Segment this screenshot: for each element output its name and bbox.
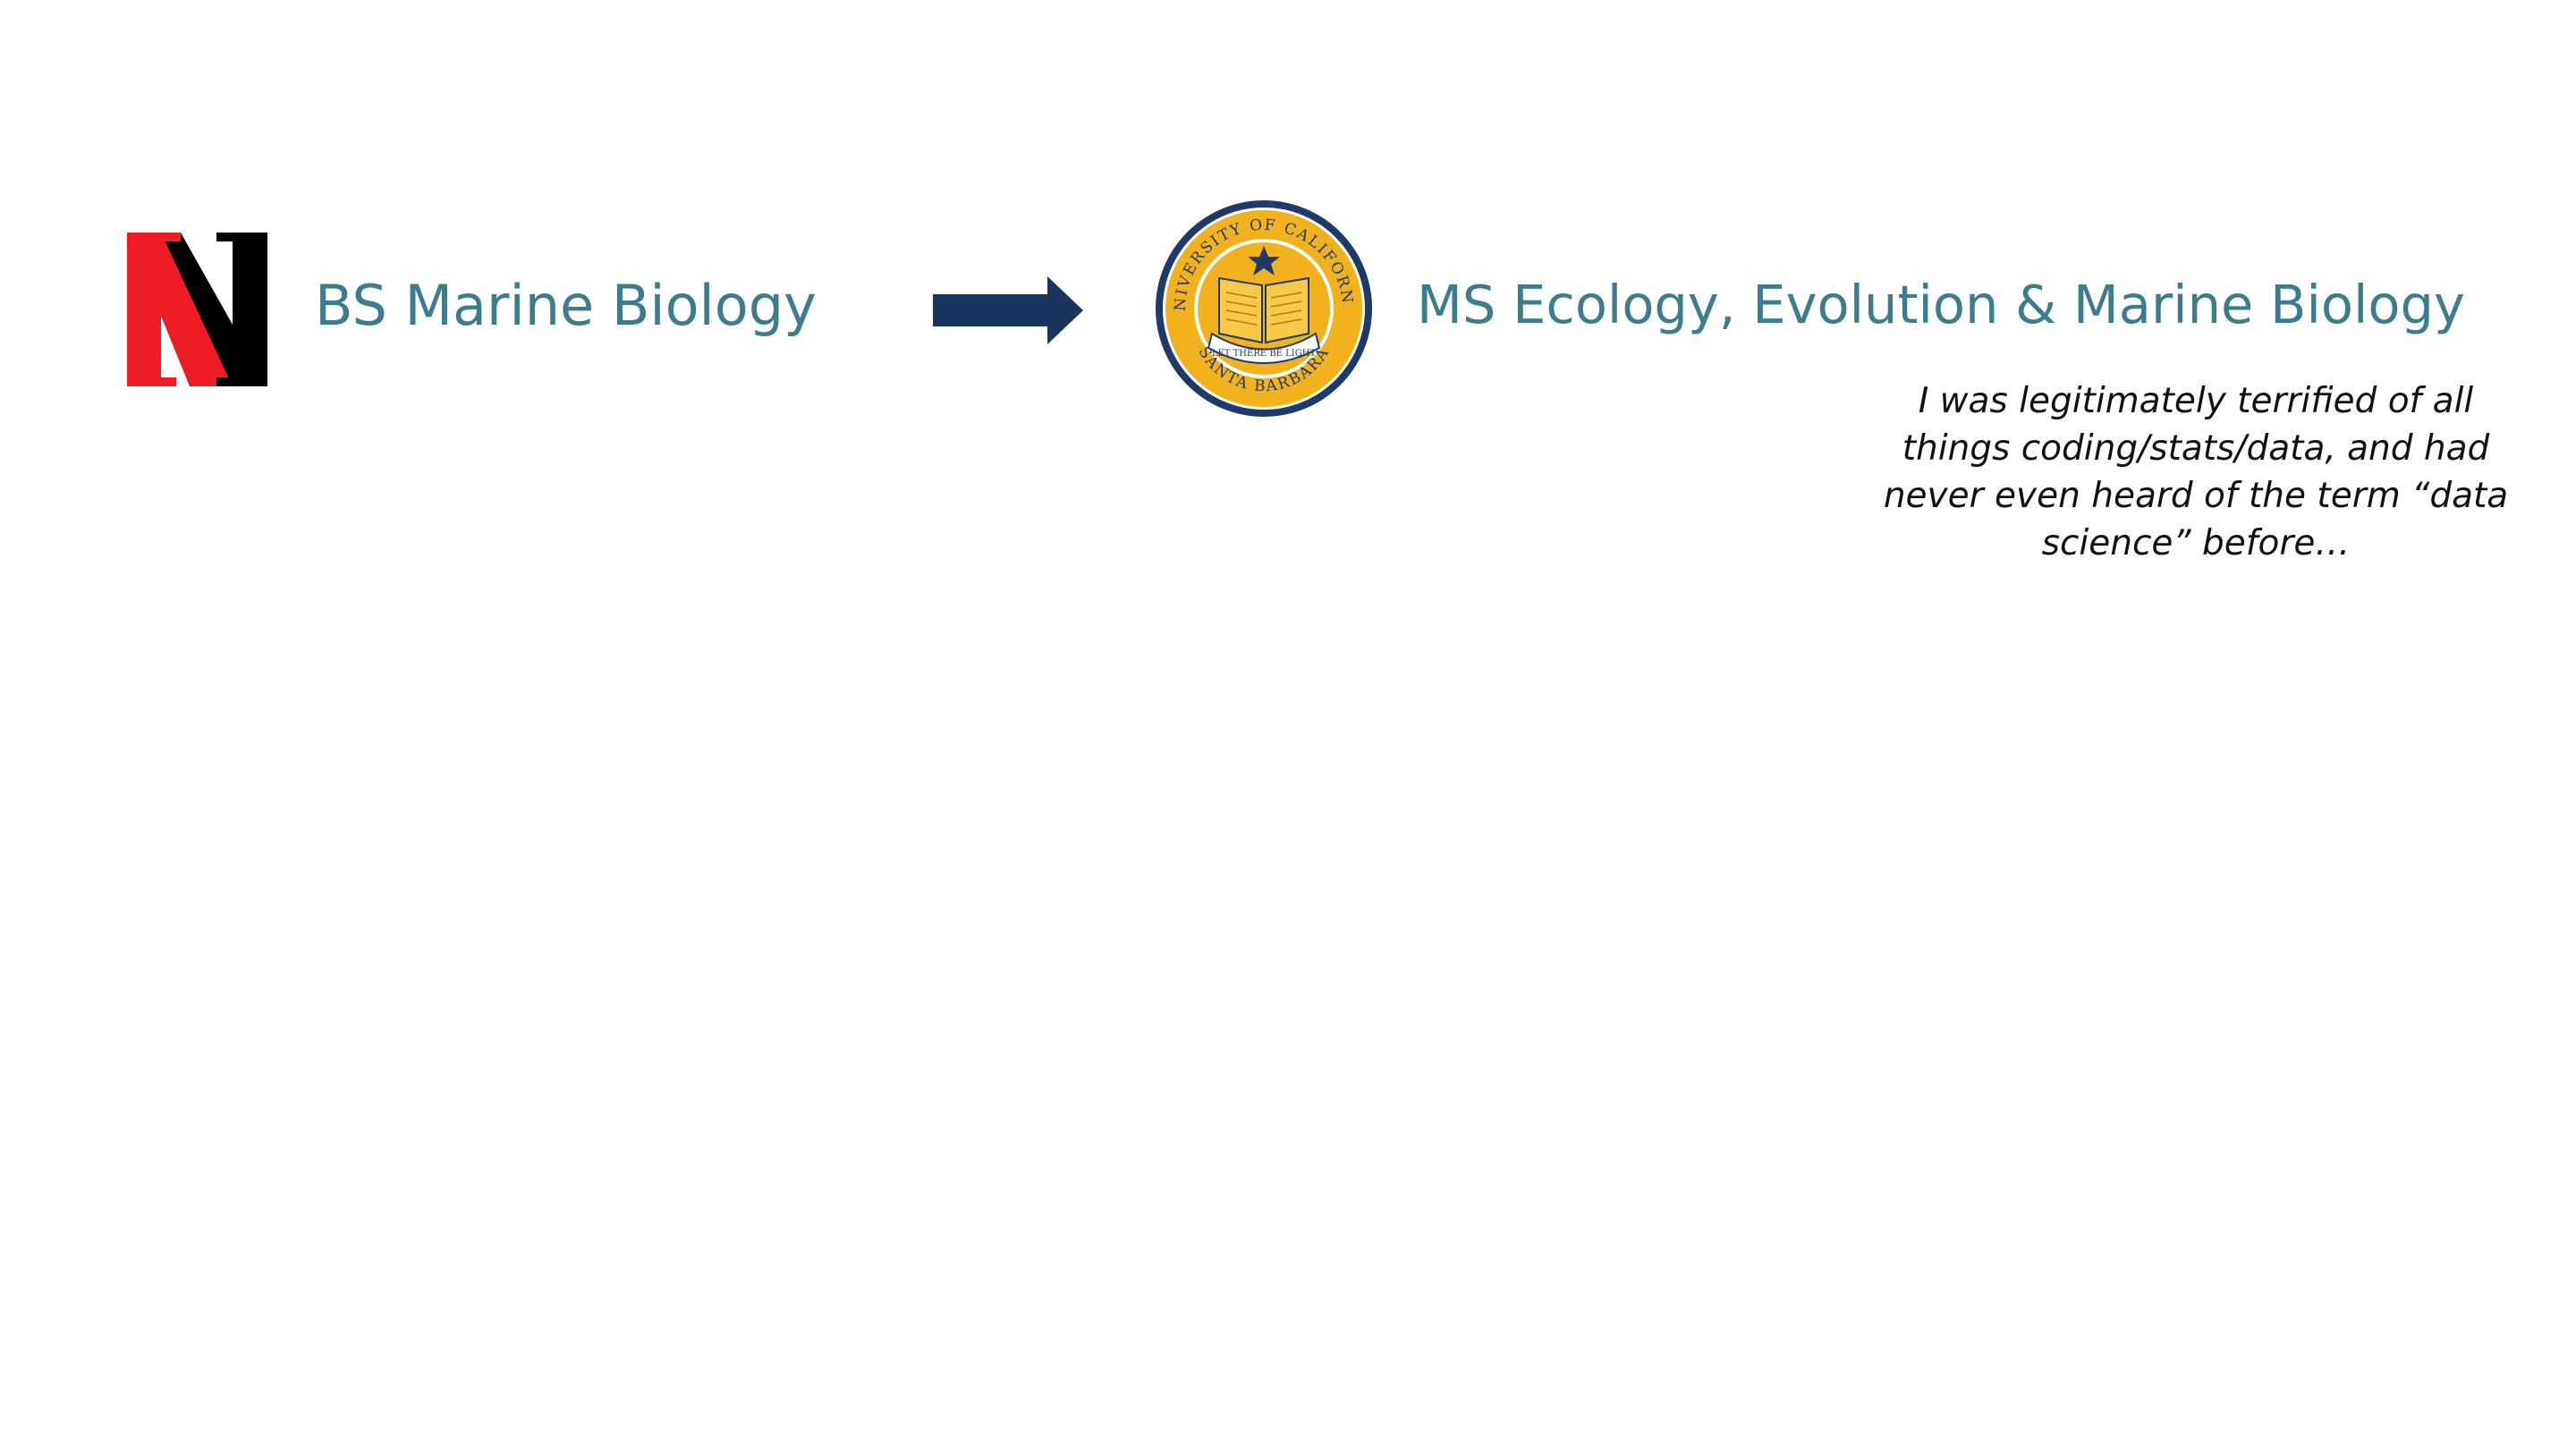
northeastern-n-logo <box>127 233 267 386</box>
bs-degree-label: BS Marine Biology <box>315 273 817 338</box>
ms-degree-label: MS Ecology, Evolution & Marine Biology <box>1417 274 2465 335</box>
svg-text:LET THERE BE LIGHT: LET THERE BE LIGHT <box>1212 349 1317 359</box>
quote-text: I was legitimately terrified of all thin… <box>1883 381 2509 563</box>
right-arrow-icon <box>933 276 1083 344</box>
uc-santa-barbara-seal: UNIVERSITY OF CALIFORNIA SANTA BARBARA L… <box>1155 199 1372 417</box>
